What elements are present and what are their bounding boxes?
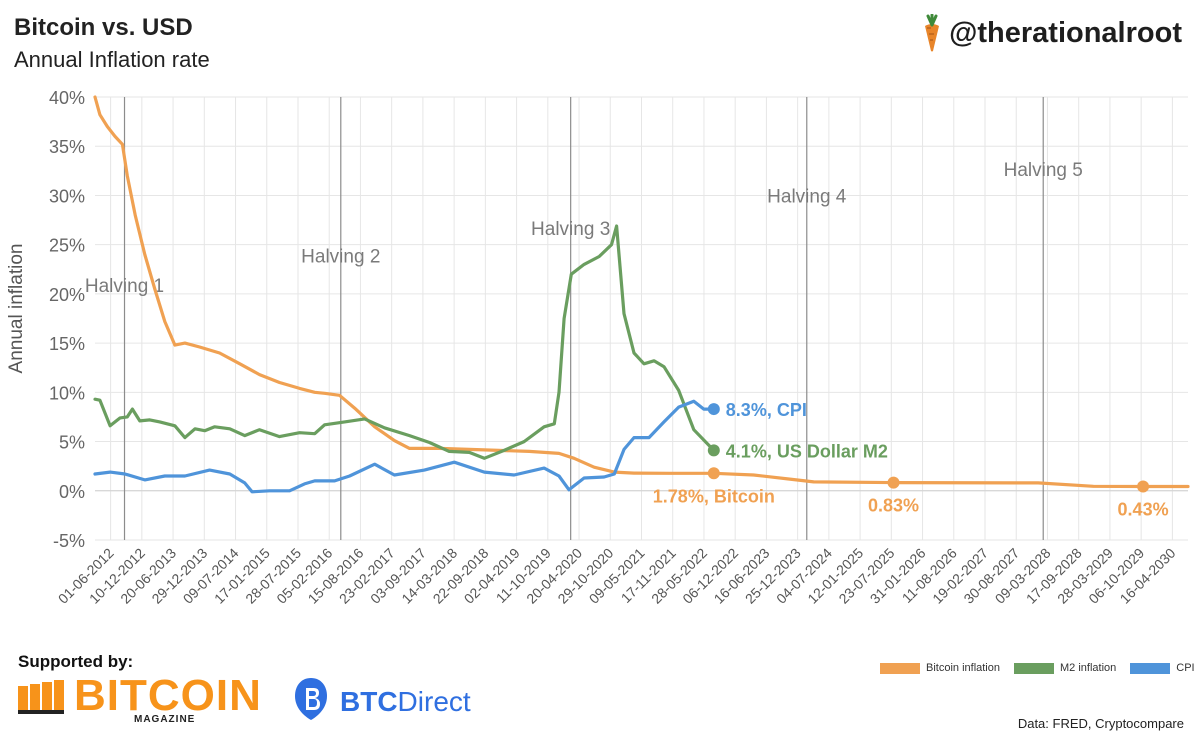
legend-label-bitcoin: Bitcoin inflation (926, 662, 1000, 674)
legend-swatch-bitcoin (880, 662, 920, 674)
carrot-icon (921, 14, 943, 52)
btcdirect-rest: Direct (397, 685, 471, 717)
m2-endpoint-label: 4.1%, US Dollar M2 (726, 441, 888, 461)
btcdirect-logo[interactable]: BTCDirect (292, 676, 471, 727)
legend-swatch-m2 (1014, 662, 1054, 674)
bitcoin-magazine-icon (18, 680, 66, 721)
halving-label: Halving 1 (85, 276, 164, 297)
chart-subtitle: Annual Inflation rate (14, 47, 210, 72)
bitcoin-point-label: 1.78%, Bitcoin (653, 486, 775, 506)
bitcoin-point-label: 0.83% (868, 496, 919, 516)
y-axis-title: Annual inflation (6, 244, 27, 374)
y-tick-label: 40% (49, 88, 85, 108)
data-source: Data: FRED, Cryptocompare (1017, 716, 1184, 731)
y-tick-label: 25% (49, 236, 85, 256)
legend-swatch-cpi (1130, 662, 1171, 674)
y-tick-label: 0% (59, 482, 85, 502)
bitcoin-point (887, 476, 900, 489)
bitcoin-point (1137, 480, 1150, 493)
legend-item-cpi[interactable]: CPI (1130, 662, 1195, 674)
bitcoin-magazine-logo[interactable]: BITCOIN MAGAZINE (18, 671, 262, 725)
handle-text: @therationalroot (949, 16, 1182, 49)
btcdirect-icon (292, 676, 330, 727)
cpi-endpoint (707, 403, 720, 416)
legend-label-cpi: CPI (1176, 662, 1195, 674)
y-tick-label: 15% (49, 334, 85, 354)
series-line-m2 (93, 224, 716, 460)
y-tick-label: 35% (49, 137, 85, 157)
legend-label-m2: M2 inflation (1060, 662, 1117, 674)
chart-legend: Bitcoin inflation M2 inflation CPI (880, 662, 1195, 674)
bitcoin-magazine-wordmark: BITCOIN (74, 671, 262, 720)
legend-item-bitcoin[interactable]: Bitcoin inflation (880, 662, 1000, 674)
btcdirect-bold: BTC (340, 685, 398, 717)
bitcoin-point (707, 467, 720, 480)
legend-item-m2[interactable]: M2 inflation (1014, 662, 1116, 674)
bitcoin-magazine-subtitle: MAGAZINE (134, 714, 196, 725)
y-tick-label: 30% (49, 186, 85, 206)
series-line-cpi (93, 399, 716, 494)
supported-by-label: Supported by: (18, 652, 134, 671)
y-tick-label: 10% (49, 383, 85, 403)
bitcoin-point-label: 0.43% (1118, 500, 1169, 520)
cpi-endpoint-label: 8.3%, CPI (726, 400, 807, 420)
halving-label: Halving 5 (1004, 160, 1083, 181)
m2-endpoint (707, 444, 720, 457)
halving-label: Halving 3 (531, 219, 610, 240)
chart-title: Bitcoin vs. USD (14, 14, 193, 41)
author-handle[interactable]: @therationalroot (921, 14, 1182, 52)
y-tick-label: 5% (59, 433, 85, 453)
y-tick-label: 20% (49, 285, 85, 305)
halving-label: Halving 2 (301, 246, 380, 267)
btcdirect-wordmark: BTCDirect (340, 686, 471, 718)
halving-label: Halving 4 (767, 186, 847, 207)
y-tick-label: -5% (53, 531, 85, 551)
